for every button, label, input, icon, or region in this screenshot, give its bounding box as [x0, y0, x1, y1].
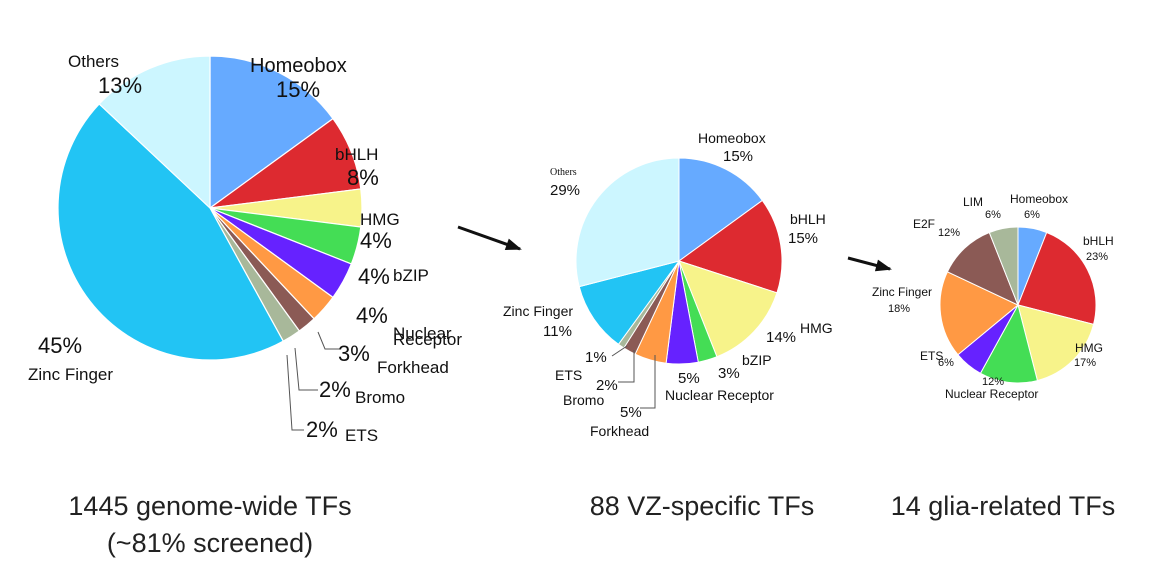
slice-name-zinc-finger: Zinc Finger: [872, 285, 932, 299]
slice-name-ets: ETS: [555, 367, 582, 383]
slice-zinc-finger: [578, 260, 681, 346]
slice-value-forkhead: 3%: [338, 341, 370, 366]
slice-name-nuclear-receptor: NuclearReceptor: [393, 324, 462, 349]
arrow-1: [457, 225, 522, 251]
slice-bhlh: [677, 199, 783, 294]
leader-line-ets: [286, 354, 304, 431]
pie-chart-1: Homeobox15%bHLH8%HMG4%bZIP4%NuclearRecep…: [28, 52, 462, 445]
slice-value-bromo: 2%: [319, 377, 351, 402]
caption-chart-3: 14 glia-related TFs: [891, 491, 1116, 521]
slice-homeobox: [209, 55, 334, 210]
slice-zinc-finger: [939, 271, 1019, 356]
leader-line-ets: [611, 345, 628, 357]
slice-name-hmg: HMG: [800, 320, 833, 336]
leader-line-forkhead: [640, 355, 656, 409]
slice-value-ets: 1%: [585, 349, 607, 366]
slice-name-lim: LIM: [963, 195, 983, 209]
slice-value-nuclear-receptor: 4%: [356, 303, 388, 328]
arrow-2: [847, 256, 892, 272]
slice-name-ets: ETS: [345, 426, 378, 445]
slice-others: [98, 55, 211, 210]
slice-value-zinc-finger: 18%: [888, 303, 910, 315]
slice-value-zinc-finger: 11%: [543, 323, 572, 340]
slice-value-zinc-finger: 45%: [38, 333, 82, 358]
slice-name-others: Others: [68, 52, 119, 71]
slice-value-hmg: 4%: [360, 228, 392, 253]
caption-chart-2: 88 VZ-specific TFs: [590, 491, 815, 521]
slice-lim: [988, 226, 1019, 306]
slice-name-others: Others: [550, 167, 577, 178]
slice-value-ets: 6%: [938, 357, 954, 369]
slice-value-e2f: 12%: [938, 227, 960, 239]
slice-name-homeobox: Homeobox: [250, 55, 347, 77]
caption-chart-1: 1445 genome-wide TFs: [68, 491, 351, 521]
caption-chart-1-line-2: (~81% screened): [107, 528, 313, 558]
slice-value-homeobox: 15%: [276, 77, 320, 102]
slice-zinc-finger: [57, 103, 285, 361]
slice-name-hmg: HMG: [1075, 341, 1103, 355]
slice-name-ets: ETS: [920, 349, 943, 363]
slice-hmg: [1017, 304, 1095, 382]
slice-value-homeobox: 6%: [1024, 209, 1040, 221]
slice-name-bhlh: bHLH: [790, 211, 826, 227]
slice-name-homeobox: Homeobox: [698, 130, 766, 146]
slice-name-bromo: Bromo: [355, 388, 405, 407]
slice-name-homeobox: Homeobox: [1010, 192, 1068, 206]
slice-name-nuclear-receptor: Nuclear Receptor: [945, 387, 1038, 401]
slice-name-forkhead: Forkhead: [377, 358, 449, 377]
slice-homeobox: [678, 157, 764, 262]
slice-name-nuclear-receptor: Nuclear Receptor: [665, 387, 774, 403]
slice-name-zinc-finger: Zinc Finger: [503, 303, 573, 319]
slice-value-others: 13%: [98, 73, 142, 98]
slice-name-forkhead: Forkhead: [590, 423, 649, 439]
leader-line-forkhead: [317, 331, 340, 350]
slice-name-bhlh: bHLH: [335, 145, 378, 164]
slice-value-bhlh: 8%: [347, 165, 379, 190]
slice-name-bzip: bZIP: [742, 352, 772, 368]
slice-value-bromo: 2%: [596, 377, 618, 394]
slice-value-bhlh: 15%: [788, 230, 818, 247]
slice-value-hmg: 14%: [766, 329, 796, 346]
slice-value-ets: 2%: [306, 417, 338, 442]
leader-line-bromo: [618, 350, 635, 383]
leader-line-bromo: [294, 347, 318, 391]
slice-value-forkhead: 5%: [620, 404, 642, 421]
slice-others: [575, 157, 680, 288]
slice-value-bhlh: 23%: [1086, 251, 1108, 263]
slice-value-bzip: 4%: [358, 264, 390, 289]
slice-value-bzip: 3%: [718, 365, 740, 382]
slice-name-bhlh: bHLH: [1083, 234, 1114, 248]
slice-name-hmg: HMG: [360, 210, 400, 229]
slice-value-homeobox: 15%: [723, 148, 753, 165]
slice-value-lim: 6%: [985, 209, 1001, 221]
slice-value-hmg: 17%: [1074, 357, 1096, 369]
slice-value-nuclear-receptor: 12%: [982, 376, 1004, 388]
slice-name-e2f: E2F: [913, 217, 935, 231]
slice-value-others: 29%: [550, 182, 580, 199]
slice-name-bromo: Bromo: [563, 392, 604, 408]
slice-bhlh: [1017, 231, 1097, 326]
slice-hmg: [678, 260, 778, 358]
slice-value-nuclear-receptor: 5%: [678, 370, 700, 387]
slice-name-zinc-finger: Zinc Finger: [28, 365, 113, 384]
slice-name-bzip: bZIP: [393, 266, 429, 285]
